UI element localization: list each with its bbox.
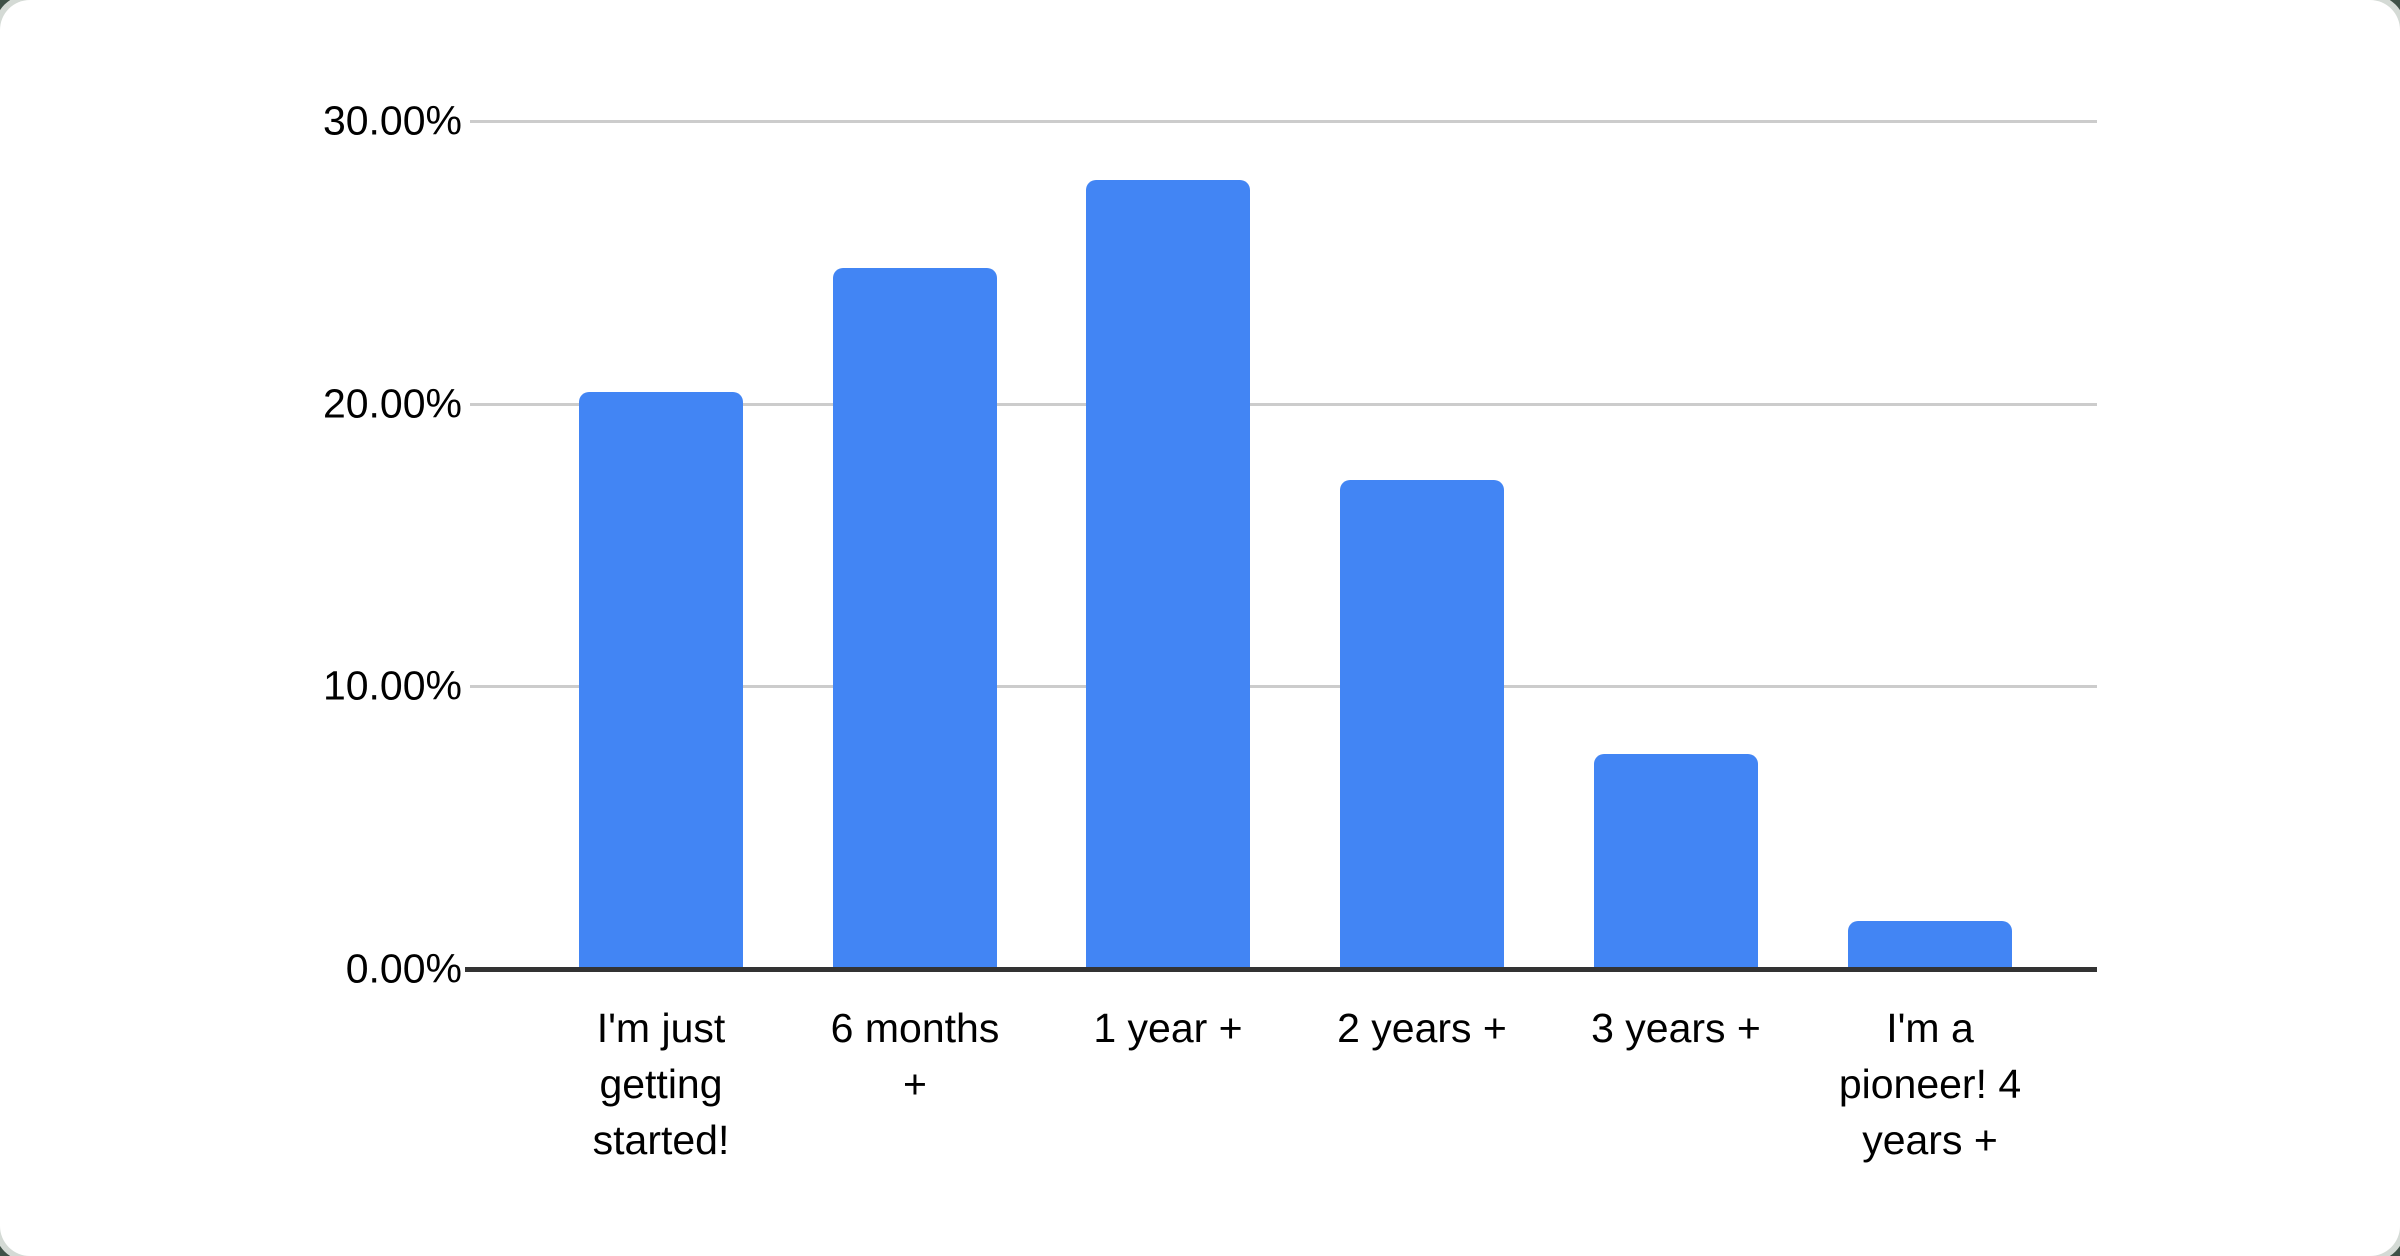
bar (1594, 754, 1758, 969)
bar (1340, 480, 1504, 969)
x-category-label: 3 years + (1591, 1005, 1761, 1051)
x-category-label: 2 years + (1337, 1005, 1507, 1051)
y-tick-label: 0.00% (345, 945, 462, 992)
gridline (470, 685, 2097, 688)
bar (1086, 180, 1250, 969)
x-axis-line (465, 967, 2097, 972)
y-tick-label: 30.00% (322, 97, 462, 144)
x-category-label: I'm just getting started! (592, 1005, 730, 1163)
x-category-label: 6 months + (830, 1005, 1000, 1107)
y-tick-label: 20.00% (322, 380, 462, 427)
bar (833, 268, 997, 969)
bar (1848, 921, 2012, 969)
gridline (470, 120, 2097, 123)
x-category-label: 1 year + (1093, 1005, 1243, 1051)
gridline (470, 403, 2097, 406)
x-category-label: I'm a pioneer! 4 years + (1838, 1005, 2022, 1163)
bar (579, 392, 743, 969)
y-tick-label: 10.00% (322, 662, 462, 709)
